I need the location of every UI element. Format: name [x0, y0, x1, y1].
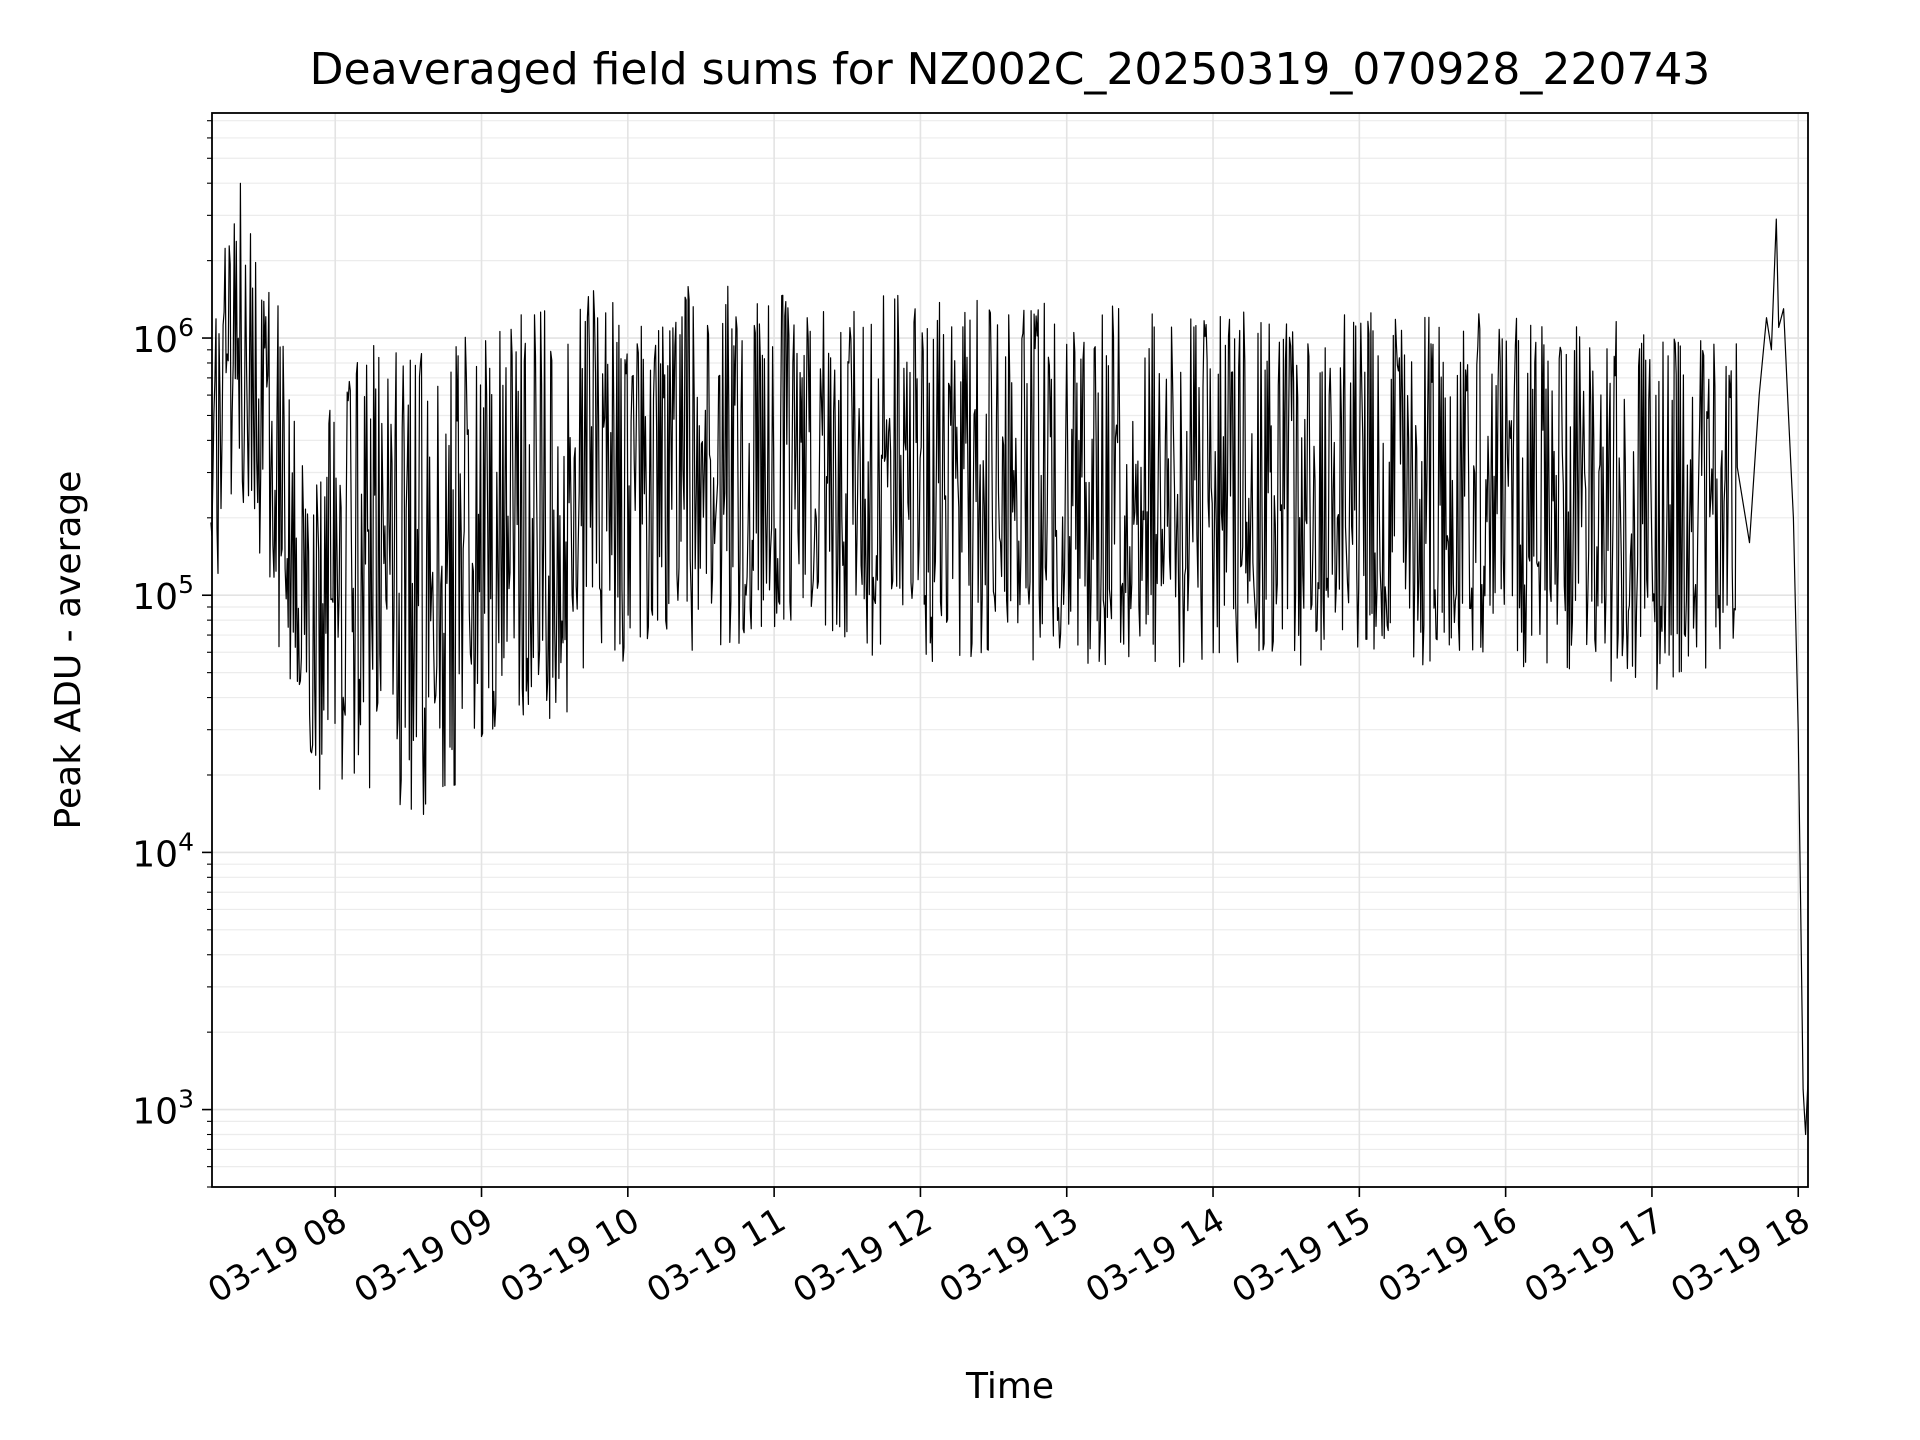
chart-title: Deaveraged field sums for NZ002C_2025031…	[310, 44, 1711, 95]
y-axis-label: Peak ADU - average	[48, 471, 89, 830]
y-tick-label: 106	[132, 313, 194, 361]
y-tick-label: 103	[132, 1085, 194, 1133]
axis-ticks	[202, 120, 1800, 1197]
plot-frame	[211, 112, 1809, 1188]
y-tick-label: 104	[132, 827, 194, 875]
series-line	[210, 182, 1809, 1136]
y-tick-label: 105	[132, 570, 194, 618]
series-path	[210, 182, 1809, 1136]
x-axis-label: Time	[965, 1366, 1054, 1407]
y-tick-labels: 103 104 105 106	[132, 313, 194, 1133]
